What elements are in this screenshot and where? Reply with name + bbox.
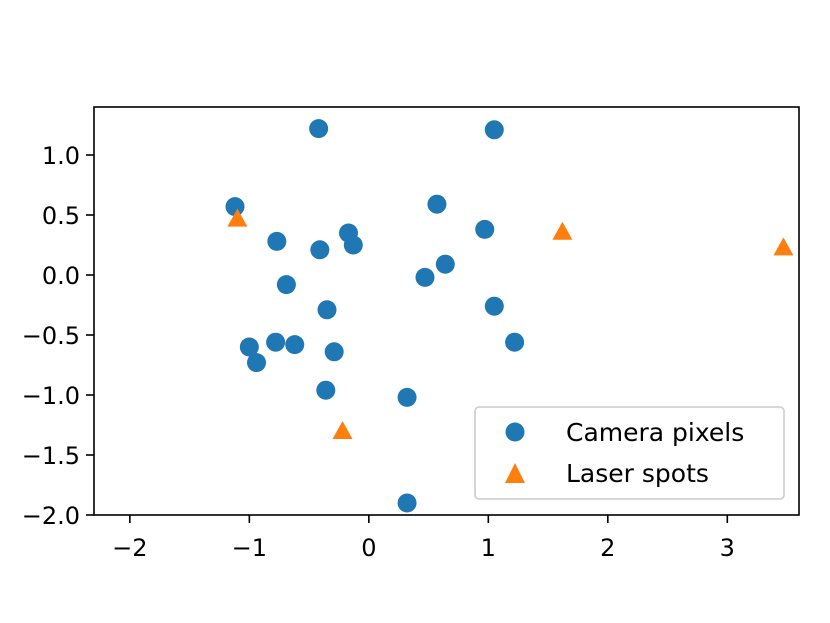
camera-pixel-point — [505, 332, 525, 352]
laser-spot-point — [227, 208, 248, 227]
y-axis: −2.0 −1.5 −1.0 −0.5 0.0 0.5 1.0 — [22, 142, 94, 530]
y-tick-label: −0.5 — [22, 322, 80, 350]
camera-pixel-point — [435, 254, 455, 274]
laser-spot-point — [552, 221, 573, 240]
camera-pixel-point — [427, 194, 447, 214]
camera-pixel-point — [310, 240, 330, 260]
y-tick-label: −1.5 — [22, 442, 80, 470]
camera-pixel-point — [225, 197, 245, 217]
legend-marker-camera-pixels — [505, 422, 525, 442]
y-tick-label: 0.0 — [42, 262, 80, 290]
camera-pixel-point — [276, 275, 296, 295]
x-tick-label: −1 — [232, 534, 267, 562]
camera-pixel-point — [317, 300, 337, 320]
legend-label-camera-pixels: Camera pixels — [566, 418, 744, 447]
laser-spot-point — [773, 237, 794, 256]
x-tick-label: 0 — [361, 534, 376, 562]
legend: Camera pixels Laser spots — [474, 406, 785, 500]
camera-pixel-point — [266, 332, 286, 352]
camera-pixel-point — [397, 387, 417, 407]
x-tick-label: 3 — [720, 534, 735, 562]
data-series — [225, 119, 794, 513]
camera-pixel-point — [415, 267, 435, 287]
y-tick-label: 0.5 — [42, 202, 80, 230]
camera-pixel-point — [309, 119, 329, 139]
camera-pixel-point — [484, 296, 504, 316]
x-tick-label: 1 — [481, 534, 496, 562]
x-axis: −2 −1 0 1 2 3 — [112, 515, 735, 562]
laser-spot-point — [332, 421, 353, 439]
y-tick-label: 1.0 — [42, 142, 80, 170]
camera-pixel-point — [267, 231, 287, 251]
camera-pixel-point — [285, 335, 305, 355]
camera-pixel-point — [316, 380, 336, 400]
camera-pixel-point — [239, 337, 259, 357]
legend-box — [474, 406, 785, 500]
y-tick-label: −2.0 — [22, 502, 80, 530]
x-tick-label: −2 — [112, 534, 147, 562]
camera-pixel-point — [484, 120, 504, 140]
camera-pixel-point — [343, 235, 363, 255]
camera-pixel-point — [397, 493, 417, 513]
legend-marker-laser-spots — [505, 463, 525, 483]
legend-label-laser-spots: Laser spots — [566, 459, 709, 488]
camera-pixel-point — [324, 342, 344, 362]
y-tick-label: −1.0 — [22, 382, 80, 410]
x-tick-label: 2 — [600, 534, 615, 562]
camera-pixel-point — [247, 353, 267, 373]
camera-pixel-point — [475, 219, 495, 239]
